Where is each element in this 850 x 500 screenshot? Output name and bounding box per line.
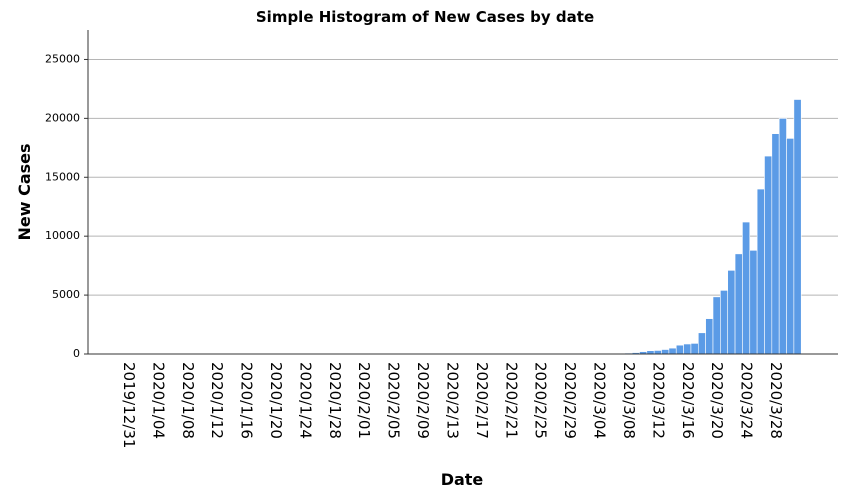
x-tick-label: 2020/3/12 <box>649 362 667 439</box>
x-tick-label: 2020/3/04 <box>591 362 609 439</box>
bar <box>786 138 795 355</box>
plot-area <box>88 58 838 355</box>
y-tick-label: 0 <box>73 347 80 360</box>
bar <box>764 155 773 355</box>
x-tick-label: 2020/1/08 <box>179 362 197 439</box>
x-tick-label: 2020/2/01 <box>355 362 373 439</box>
y-axis-label: New Cases <box>15 143 34 240</box>
bar <box>771 133 780 355</box>
x-tick-label: 2020/2/13 <box>443 362 461 439</box>
x-tick-label: 2020/1/24 <box>296 362 314 439</box>
bar <box>756 188 765 355</box>
x-tick-label: 2020/2/21 <box>502 362 520 439</box>
bar <box>712 296 721 355</box>
bar <box>742 221 751 355</box>
bar <box>697 332 706 355</box>
x-tick-label: 2019/12/31 <box>120 362 138 448</box>
y-tick-label: 5000 <box>52 288 80 301</box>
bar <box>705 318 714 355</box>
x-tick-label: 2020/3/16 <box>679 362 697 439</box>
x-tick-label: 2020/2/25 <box>532 362 550 439</box>
bar <box>661 349 670 355</box>
x-tick-label: 2020/3/28 <box>767 362 785 439</box>
x-tick-label: 2020/2/17 <box>473 362 491 439</box>
x-tick-label: 2020/1/16 <box>238 362 256 439</box>
x-tick-label: 2020/1/04 <box>149 362 167 439</box>
x-tick-label: 2020/3/24 <box>738 362 756 439</box>
bar <box>793 99 802 355</box>
x-tick-label: 2020/1/20 <box>267 362 285 439</box>
chart-title: Simple Histogram of New Cases by date <box>256 8 594 26</box>
x-axis-label: Date <box>441 470 484 489</box>
bar <box>749 250 758 355</box>
bar <box>727 270 736 355</box>
y-tick-label: 15000 <box>45 170 80 183</box>
bar <box>653 350 662 355</box>
x-tick-label: 2020/1/28 <box>326 362 344 439</box>
bar <box>690 343 699 355</box>
x-tick-label: 2020/3/20 <box>708 362 726 439</box>
x-tick-label: 2020/2/05 <box>385 362 403 439</box>
bar <box>734 253 743 355</box>
x-tick-label: 2020/2/09 <box>414 362 432 439</box>
y-tick-label: 25000 <box>45 52 80 65</box>
x-tick-label: 2020/3/08 <box>620 362 638 439</box>
x-tick-label: 2020/2/29 <box>561 362 579 439</box>
y-tick-label: 20000 <box>45 111 80 124</box>
bar <box>683 343 692 355</box>
bar <box>668 347 677 355</box>
bar <box>675 344 684 355</box>
x-tick-label: 2020/1/12 <box>208 362 226 439</box>
bar <box>720 290 729 355</box>
y-tick-label: 10000 <box>45 229 80 242</box>
bar <box>778 118 787 355</box>
